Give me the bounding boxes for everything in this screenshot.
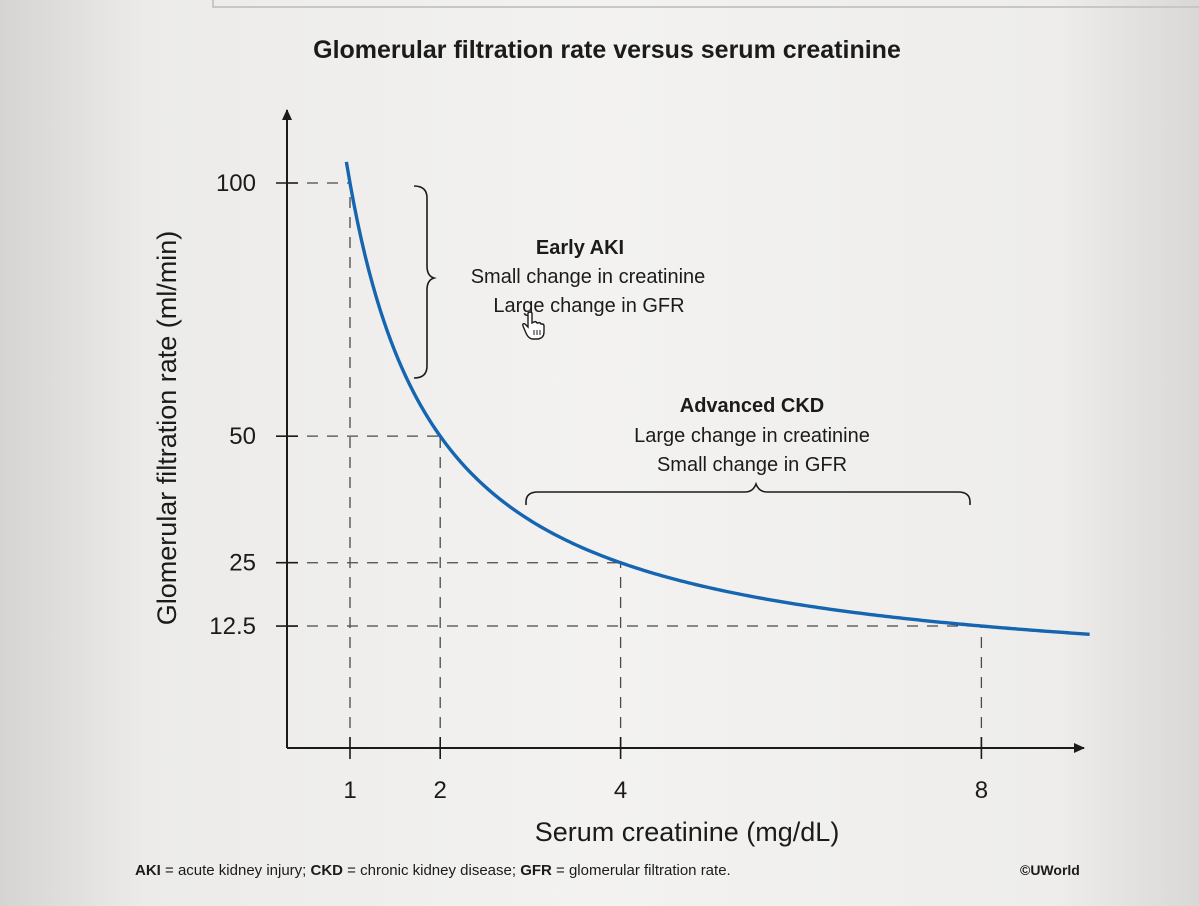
x-axis-label: Serum creatinine (mg/dL): [535, 817, 840, 847]
x-tick-label: 2: [434, 777, 447, 804]
y-axis-label: Glomerular filtration rate (ml/min): [152, 231, 182, 626]
early-aki-heading: Early AKI: [536, 237, 624, 259]
x-tick-label: 4: [614, 777, 627, 804]
aki-definition: = acute kidney injury;: [160, 862, 311, 879]
x-tick-label: 8: [975, 777, 988, 804]
top-frame: [212, 0, 1199, 8]
advanced-ckd-line-1: Large change in creatinine: [634, 425, 870, 447]
advanced-ckd-heading: Advanced CKD: [680, 395, 824, 417]
y-tick-label: 100: [216, 170, 256, 197]
gfr-definition: = glomerular filtration rate.: [551, 862, 731, 879]
y-axis-ticks: 100 50 25 12.5: [209, 170, 298, 640]
advanced-ckd-brace: [525, 481, 971, 505]
advanced-ckd-line-2: Small change in GFR: [657, 454, 847, 476]
footer-legend: AKI = acute kidney injury; CKD = chronic…: [135, 862, 1095, 879]
y-tick-label: 50: [229, 423, 256, 450]
ckd-definition: = chronic kidney disease;: [343, 862, 521, 879]
early-aki-line-2: Large change in GFR: [493, 295, 684, 317]
gfr-abbreviation: GFR: [520, 862, 552, 879]
x-axis-ticks: 1 2 4 8: [343, 737, 988, 804]
chart-title: Glomerular filtration rate versus serum …: [313, 36, 901, 64]
hand-cursor-icon: [522, 311, 545, 340]
x-tick-label: 1: [343, 777, 356, 804]
aki-abbreviation: AKI: [135, 862, 161, 879]
gfr-curve: [344, 161, 1090, 636]
ckd-abbreviation: CKD: [310, 862, 344, 879]
copyright: ©UWorld: [1020, 862, 1080, 878]
y-tick-label: 12.5: [209, 613, 256, 640]
y-tick-label: 25: [229, 550, 256, 577]
early-aki-brace: [413, 185, 437, 379]
early-aki-line-1: Small change in creatinine: [471, 266, 706, 288]
